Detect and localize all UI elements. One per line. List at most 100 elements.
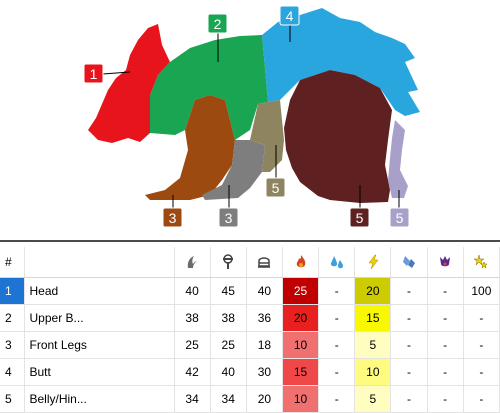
cell-ice: - [391,305,427,332]
monster-hitzone-diagram: 1 2 4 3 3 5 5 5 [0,0,500,238]
label-back: 4 [280,6,299,25]
svg-text:4: 4 [286,8,294,24]
cell-water: - [319,359,355,386]
column-header-shot[interactable] [246,247,282,278]
label-head: 1 [84,64,103,83]
cell-water: - [319,278,355,305]
thunder-icon [365,254,381,270]
cell-shot: 30 [246,359,282,386]
ice-icon [401,254,417,270]
cell-fire: 15 [282,359,318,386]
row-number: 1 [0,278,24,305]
stun-icon [473,254,489,270]
helmet-icon [256,254,272,270]
cell-ice: - [391,359,427,386]
row-part-name: Front Legs [24,332,174,359]
hitzone-belly-hind[interactable] [284,70,392,203]
column-header-name[interactable] [24,247,174,278]
cell-stun: - [463,359,499,386]
column-header-thunder[interactable] [355,247,391,278]
water-icon [329,254,345,270]
column-header-impact[interactable] [210,247,246,278]
cell-water: - [319,305,355,332]
cell-fire: 10 [282,332,318,359]
column-header-cut[interactable] [174,247,210,278]
hitzone-hind-foot[interactable] [388,120,408,198]
cell-cut: 40 [174,278,210,305]
cell-dragon: - [427,305,463,332]
cell-fire: 20 [282,305,318,332]
svg-text:3: 3 [169,210,177,226]
table-header-row: # [0,247,500,278]
table-row[interactable]: 1 Head 40 45 40 25-20- -100 [0,278,500,305]
label-front-leg-right: 3 [219,208,238,227]
cell-shot: 20 [246,386,282,413]
cell-cut: 34 [174,386,210,413]
cell-fire: 25 [282,278,318,305]
cell-stun: - [463,332,499,359]
cell-cut: 42 [174,359,210,386]
table-row[interactable]: 5 Belly/Hin... 34 34 20 10-5- - - [0,386,500,413]
label-belly-mid: 5 [266,178,285,197]
cell-stun: - [463,386,499,413]
cell-cut: 25 [174,332,210,359]
svg-text:5: 5 [396,210,404,226]
cell-shot: 40 [246,278,282,305]
row-part-name: Butt [24,359,174,386]
row-number: 3 [0,332,24,359]
claw-icon [184,254,200,270]
cell-thunder: 5 [355,386,391,413]
svg-text:5: 5 [356,210,364,226]
cell-thunder: 15 [355,305,391,332]
cell-ice: - [391,278,427,305]
column-header-water[interactable] [319,247,355,278]
cell-stun: 100 [463,278,499,305]
column-header-fire[interactable] [282,247,318,278]
cell-cut: 38 [174,305,210,332]
cell-water: - [319,332,355,359]
row-part-name: Belly/Hin... [24,386,174,413]
label-front-leg-left: 3 [163,208,182,227]
cell-impact: 45 [210,278,246,305]
svg-text:5: 5 [272,180,280,196]
cell-water: - [319,386,355,413]
row-number: 2 [0,305,24,332]
cell-thunder: 5 [355,332,391,359]
cell-impact: 34 [210,386,246,413]
label-upper-body: 2 [208,14,227,33]
dragon-icon [437,254,453,270]
hitzone-table: # [0,247,500,413]
svg-text:1: 1 [90,66,98,82]
table-row[interactable]: 4 Butt 42 40 30 15-10- - - [0,359,500,386]
cell-dragon: - [427,332,463,359]
cell-fire: 10 [282,386,318,413]
cell-shot: 36 [246,305,282,332]
column-header-ice[interactable] [391,247,427,278]
svg-text:2: 2 [214,16,222,32]
label-belly-hind: 5 [350,208,369,227]
cell-dragon: - [427,359,463,386]
column-header-stun[interactable] [463,247,499,278]
row-number: 4 [0,359,24,386]
cell-thunder: 10 [355,359,391,386]
cell-dragon: - [427,278,463,305]
cell-ice: - [391,332,427,359]
cell-dragon: - [427,386,463,413]
cell-impact: 38 [210,305,246,332]
cell-ice: - [391,386,427,413]
row-part-name: Head [24,278,174,305]
column-header-dragon[interactable] [427,247,463,278]
table-row[interactable]: 3 Front Legs 25 25 18 10-5- - - [0,332,500,359]
table-row[interactable]: 2 Upper B... 38 38 36 20-15- - - [0,305,500,332]
column-header-number[interactable]: # [0,247,24,278]
section-divider [0,240,500,242]
cell-impact: 40 [210,359,246,386]
cell-impact: 25 [210,332,246,359]
row-part-name: Upper B... [24,305,174,332]
cell-stun: - [463,305,499,332]
mace-icon [220,254,236,270]
cell-thunder: 20 [355,278,391,305]
fire-icon [293,254,309,270]
row-number: 5 [0,386,24,413]
label-hind-foot: 5 [390,208,409,227]
